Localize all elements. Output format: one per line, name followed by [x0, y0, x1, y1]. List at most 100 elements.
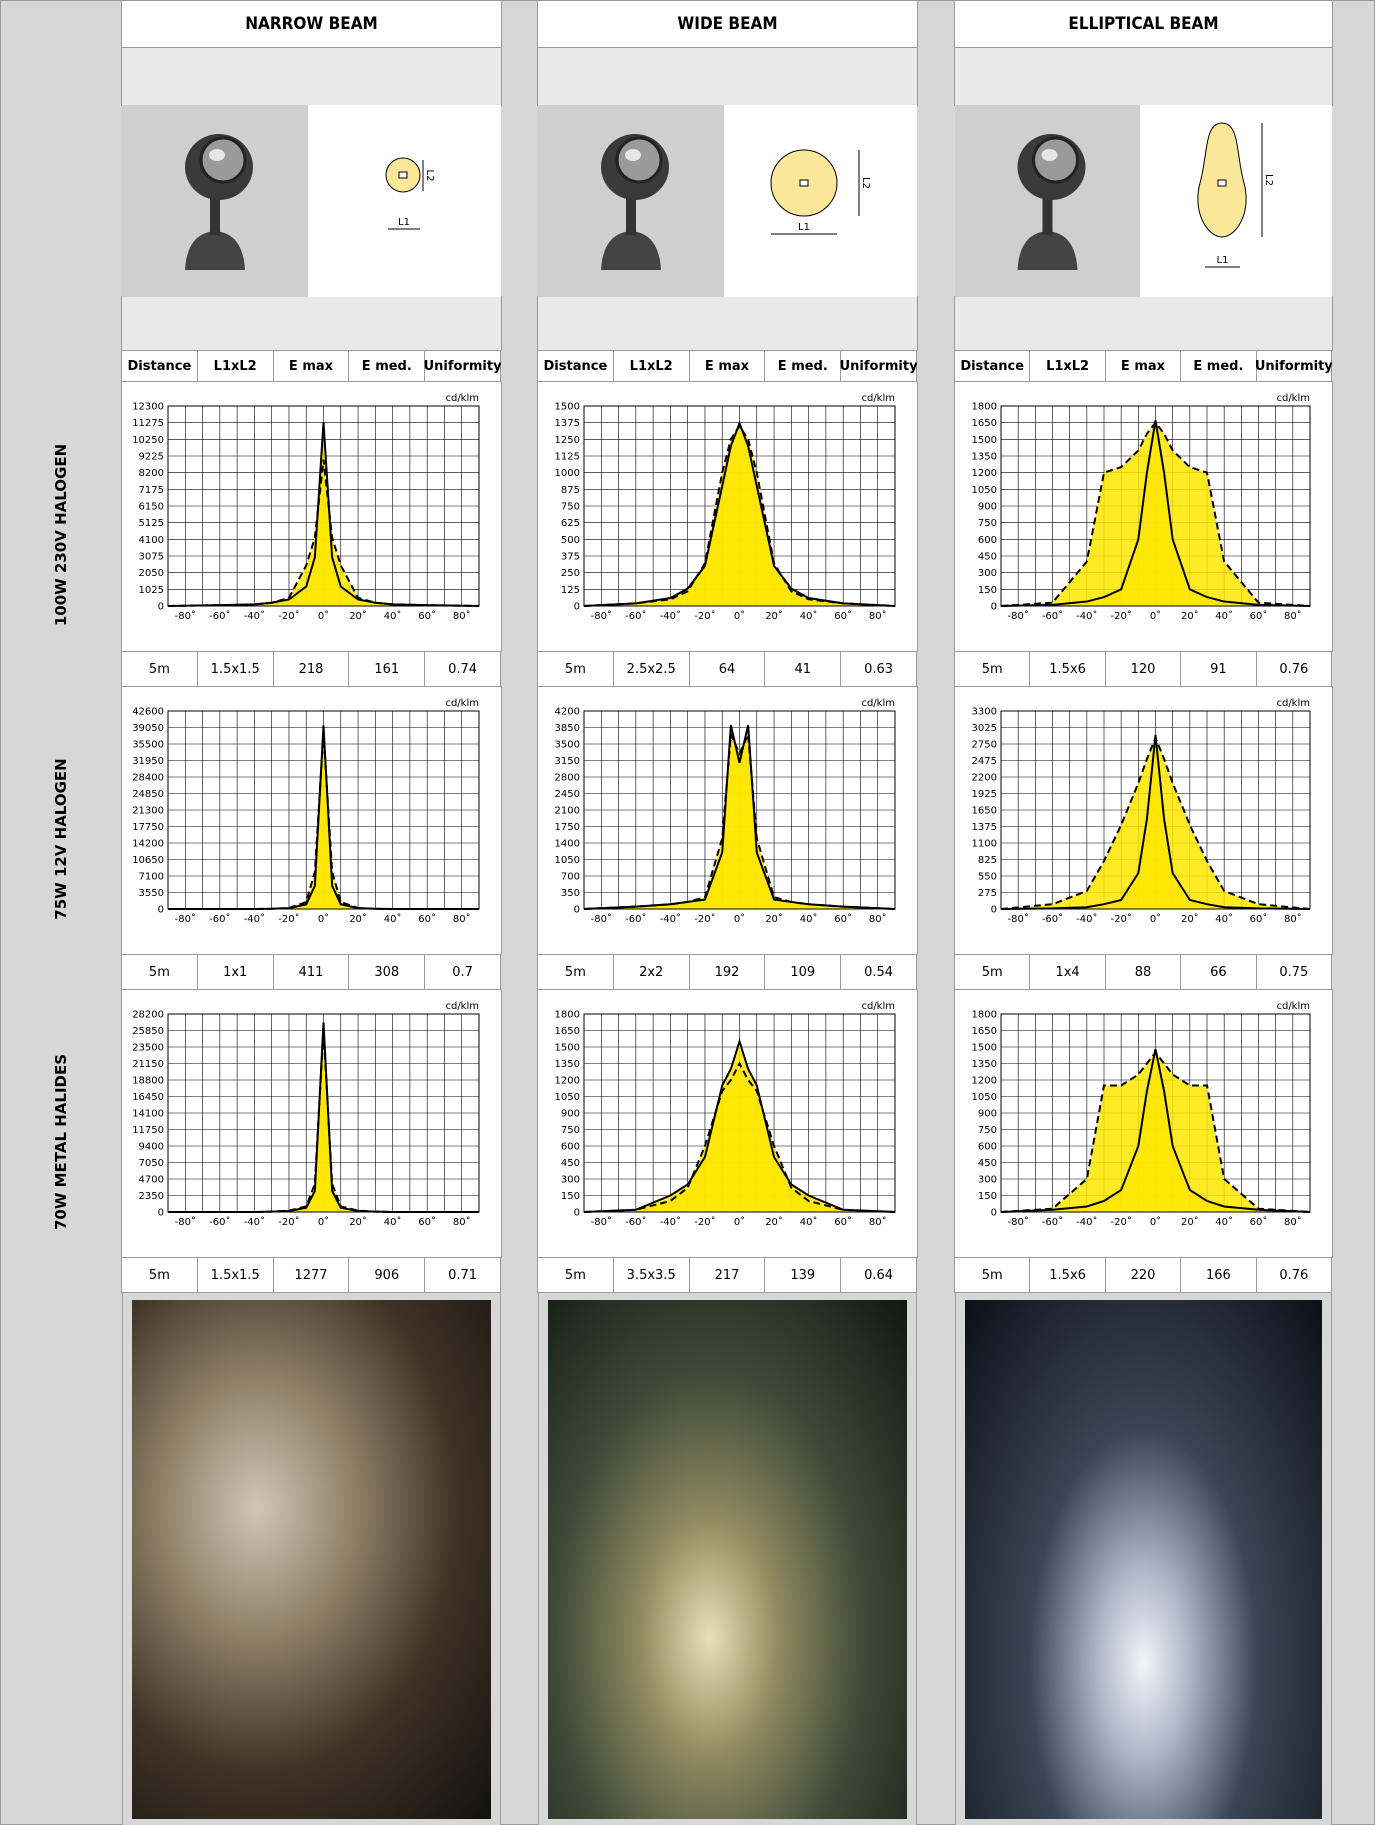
y-tick-label: 150 — [978, 1191, 997, 1202]
x-tick-label: -60˚ — [209, 610, 230, 622]
y-tick-label: 300 — [561, 1175, 580, 1186]
chart-cell: -80˚ -60˚ -40˚ -20˚ 0˚ 20˚ 40˚ 60˚ 80˚ 0 1025 2050 3… — [121, 381, 502, 652]
y-tick-label: 450 — [978, 552, 997, 563]
table-cell: 91 — [1180, 651, 1257, 687]
intensity-chart: -80˚ -60˚ -40˚ -20˚ 0˚ 20˚ 40˚ 60˚ 80˚ 0 3550 7100 1… — [132, 698, 480, 925]
x-tick-label: 0˚ — [318, 610, 329, 622]
x-tick-label: 40˚ — [800, 913, 818, 925]
table-cell: 1x4 — [1029, 954, 1106, 990]
x-tick-label: 80˚ — [1284, 1216, 1302, 1228]
y-tick-label: 0 — [574, 905, 580, 916]
y-tick-label: 0 — [574, 602, 580, 613]
y-tick-label: 7175 — [139, 485, 164, 496]
y-tick-label: 28200 — [132, 1010, 164, 1021]
y-tick-label: 1200 — [972, 468, 997, 479]
x-tick-label: 0˚ — [734, 1216, 745, 1228]
table-cell: 1.5x6 — [1029, 1257, 1106, 1293]
table-cell: 0.7 — [424, 954, 501, 990]
x-tick-label: -20˚ — [694, 913, 715, 925]
fixture-photo — [538, 105, 724, 297]
beam-diagram: L1 L2 — [724, 105, 917, 297]
y-tick-label: 250 — [561, 568, 580, 579]
y-tick-label: 9400 — [139, 1142, 164, 1153]
x-tick-label: -60˚ — [1042, 610, 1063, 622]
y-tick-label: 21300 — [132, 806, 164, 817]
chart-cell: -80˚ -60˚ -40˚ -20˚ 0˚ 20˚ 40˚ 60˚ 80˚ 0 2350 4700 7… — [121, 989, 502, 1258]
area — [168, 459, 479, 606]
x-tick-label: -80˚ — [175, 913, 196, 925]
y-tick-label: 3300 — [972, 707, 997, 718]
x-tick-label: 40˚ — [384, 913, 402, 925]
y-tick-label: 7050 — [139, 1158, 164, 1169]
plot-frame — [1000, 710, 1311, 910]
intensity-chart: -80˚ -60˚ -40˚ -20˚ 0˚ 20˚ 40˚ 60˚ 80˚ 0 150 300 450… — [555, 1001, 896, 1228]
y-tick-label: 14200 — [132, 839, 164, 850]
x-tick-label: 80˚ — [869, 610, 887, 622]
y-tick-label: 3550 — [139, 888, 164, 899]
x-tick-label: 40˚ — [384, 1216, 402, 1228]
table-cell: 41 — [764, 651, 842, 687]
intensity-chart: -80˚ -60˚ -40˚ -20˚ 0˚ 20˚ 40˚ 60˚ 80˚ 0 125 250 375… — [555, 393, 896, 622]
y-tick-label: 42600 — [132, 707, 164, 718]
y-tick-label: 12300 — [132, 402, 164, 413]
fixture-lens — [199, 136, 247, 184]
y-tick-label: 17750 — [132, 822, 164, 833]
fixture-stem — [626, 195, 636, 235]
table-cell: 906 — [348, 1257, 426, 1293]
x-tick-label: 80˚ — [869, 1216, 887, 1228]
fixture — [185, 134, 253, 270]
x-tick-label: -40˚ — [660, 610, 681, 622]
table-cell: 1.5x1.5 — [196, 651, 274, 687]
y-tick-label: 1050 — [972, 485, 997, 496]
y-tick-label: 14100 — [132, 1109, 164, 1120]
lamp-icon — [1217, 179, 1227, 187]
y-tick-label: 275 — [978, 888, 997, 899]
x-tick-label: -20˚ — [1110, 610, 1131, 622]
x-tick-label: 0˚ — [734, 913, 745, 925]
x-tick-label: 40˚ — [800, 610, 818, 622]
table-header: Distance — [121, 350, 198, 383]
table-cell: 5m — [537, 1257, 614, 1293]
y-tick-label: 9225 — [139, 452, 164, 463]
band — [537, 47, 918, 106]
table-cell: 139 — [764, 1257, 842, 1293]
y-tick-label: 1050 — [555, 1092, 580, 1103]
y-tick-label: 2100 — [555, 806, 580, 817]
x-tick-label: 20˚ — [349, 1216, 367, 1228]
table-cell: 2.5x2.5 — [612, 651, 690, 687]
table-cell: 0.75 — [1255, 954, 1332, 990]
plot-frame — [167, 405, 480, 607]
beam-diagram: L1 L2 — [308, 105, 501, 297]
curve — [1000, 734, 1311, 910]
x-tick-label: -80˚ — [1007, 610, 1028, 622]
x-tick-label: 0˚ — [734, 610, 745, 622]
y-tick-label: 1650 — [555, 1026, 580, 1037]
table-cell: 218 — [272, 651, 350, 687]
fixture-photo — [955, 105, 1140, 297]
y-tick-label: 18800 — [132, 1076, 164, 1087]
y-tick-label: 3025 — [972, 723, 997, 734]
y-tick-label: 2800 — [555, 773, 580, 784]
dim-label: L2 — [424, 170, 435, 182]
table-header: E max — [272, 350, 350, 383]
table-header: L1xL2 — [612, 350, 690, 383]
x-tick-label: -20˚ — [278, 913, 299, 925]
x-tick-label: -80˚ — [591, 1216, 612, 1228]
y-tick-label: 10250 — [132, 435, 164, 446]
y-tick-label: 1050 — [555, 855, 580, 866]
x-tick-label: 20˚ — [1181, 913, 1199, 925]
plot-frame — [583, 405, 896, 607]
table-cell: 0.76 — [1255, 651, 1332, 687]
table-header: L1xL2 — [196, 350, 274, 383]
y-tick-label: 900 — [561, 1109, 580, 1120]
y-tick-label: 1000 — [555, 468, 580, 479]
x-tick-label: 20˚ — [765, 913, 783, 925]
y-tick-label: 11750 — [132, 1125, 164, 1136]
row-label: 100W 230V HALOGEN — [52, 443, 70, 626]
band — [954, 47, 1333, 106]
table-cell: 5m — [121, 651, 198, 687]
y-tick-label: 300 — [978, 568, 997, 579]
x-tick-label: 80˚ — [453, 610, 471, 622]
y-tick-label: 150 — [978, 585, 997, 596]
table-cell: 161 — [348, 651, 426, 687]
